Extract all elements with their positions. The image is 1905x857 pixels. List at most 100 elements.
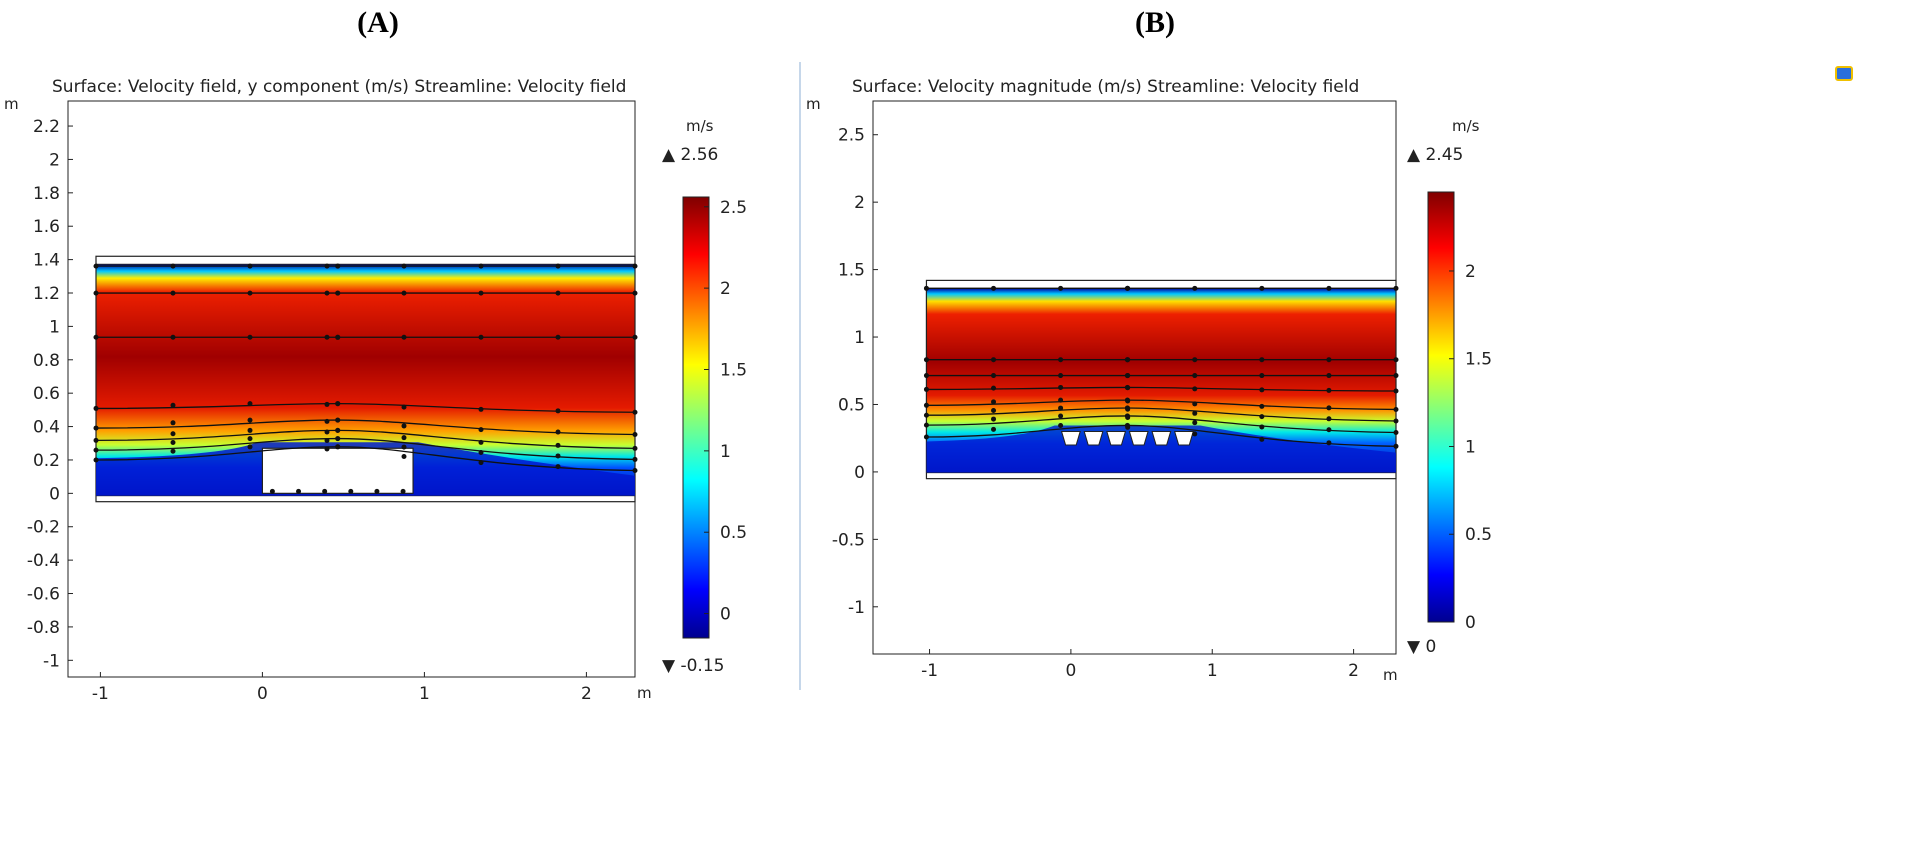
panel-b-streamline-arrow [991,416,997,422]
panel-a-y-tick-label: 0.2 [33,451,60,471]
panel-a-streamline-arrow [478,449,484,455]
panel-b-streamline-arrow [1393,285,1399,291]
panel-b-x-tick: 0 [1065,649,1076,681]
panel-a-streamline-arrow [632,263,638,269]
panel-a-y-tick: 0.2 [33,451,73,471]
panel-a-streamline-arrow [555,334,561,340]
panel-b-streamline-arrow [1125,406,1131,412]
panel-a-streamline-arrow [555,263,561,269]
legend-toggle-icon[interactable] [1835,66,1853,81]
panel-a-streamline-arrow [247,427,253,433]
panel-a-streamline-arrow [401,404,407,410]
panel-b-colorbar-tick: 0 [1449,613,1476,633]
panel-a-x-tick: 0 [257,672,268,704]
panel-a-streamline-arrow [170,402,176,408]
panel-a-x-tick: -1 [92,672,109,704]
panel-a-streamline-arrow [93,263,99,269]
panel-b-colorbar-tick: 2 [1449,262,1476,282]
panel-a-y-tick: 0.4 [33,418,73,438]
panel-b-obstacle-segment [1173,430,1194,446]
panel-a-y-tick: -0.2 [27,518,73,538]
panel-b-streamline-arrow [923,373,929,379]
panel-b-streamline-arrow [1192,386,1198,392]
panel-b-streamlines [923,285,1399,449]
panel-a-y-tick-label: 0.8 [33,351,60,371]
panel-b-y-tick: -1 [848,598,878,618]
panel-a-obstacle-node [374,488,380,494]
panel-b-colorbar-tick-label: 0 [1465,613,1476,633]
panel-a-streamline-arrow [324,290,330,296]
panel-b-streamline-arrow [923,412,929,418]
panel-b-streamline-arrow [991,285,997,291]
panel-a-streamline-arrow [632,445,638,451]
panel-a-streamline-arrow [401,263,407,269]
panel-b-title: Surface: Velocity magnitude (m/s) Stream… [852,77,1359,97]
panel-a-x-tick-label: 0 [257,684,268,704]
panel-a-streamline-arrow [247,436,253,442]
panel-b-x-tick: 1 [1207,649,1218,681]
panel-a-streamline-arrow [93,425,99,431]
panel-b-streamline-arrow [1192,401,1198,407]
panel-b-streamline-arrow [1393,429,1399,435]
panel-b-colorbar-ticks: 0 0.5 1 1.5 2 [1449,262,1492,633]
panel-b-colorbar-tick-label: 2 [1465,262,1476,282]
panel-a-colorbar-tick: 2.5 [704,198,747,218]
panel-b-x-tick: 2 [1348,649,1359,681]
panel-a-streamline-arrow [170,334,176,340]
panel-a-colorbar-tick-label: 1 [720,442,731,462]
panel-a-streamline-arrow [632,409,638,415]
panel-a-streamline-arrow [401,444,407,450]
panel-b-streamline-arrow [1058,413,1064,419]
panel-a-streamline-arrow [555,442,561,448]
panel-b-streamline-arrow [1259,387,1265,393]
panel-a-colorbar-unit: m/s [686,117,714,135]
panel-b-x-tick-label: -1 [921,661,938,681]
panel-b-streamline-arrow [1058,384,1064,390]
panel-b-x-unit: m [1383,666,1398,684]
panel-b-streamline-arrow [1058,373,1064,379]
panel-b-streamline-arrow [1125,373,1131,379]
panel-a-streamline-arrow [170,263,176,269]
panel-a-y-tick-label: 1.6 [33,217,60,237]
panel-b-y-tick-label: 1 [854,328,865,348]
panel-b-obstacle-segment [1151,430,1172,446]
panel-b-streamline-arrow [1326,405,1332,411]
panel-b-colorbar-tick: 0.5 [1449,525,1492,545]
panel-b-streamline-arrow [1192,285,1198,291]
panel-b-colorbar [1427,191,1455,623]
panel-a-streamline [95,444,636,472]
panel-b-colorbar-tick-label: 0.5 [1465,525,1492,545]
panel-a-streamline-arrow [170,431,176,437]
panel-b-obstacle [1060,430,1194,446]
panel-a-colorbar-tick: 0 [704,605,731,625]
panel-b-streamline-arrow [1192,357,1198,363]
panel-a-x-tick: 2 [581,672,592,704]
panel-a-streamlines [93,263,638,494]
panel-b-streamline-arrow [1259,436,1265,442]
panel-a-streamline-arrow [478,406,484,412]
panel-b-streamline-arrow [1058,405,1064,411]
panel-a-y-tick: 1.8 [33,184,73,204]
panel-a-streamline-arrow [324,446,330,452]
panel-b-streamline-arrow [991,426,997,432]
panel-b-obstacle-segment [1060,430,1081,446]
panel-b-y-tick: 0 [854,463,878,483]
panel-a-y-tick-label: 1.4 [33,251,60,271]
panel-b-y-tick-label: 0.5 [838,395,865,415]
panel-b-streamline-arrow [991,385,997,391]
panel-b-streamline-arrow [1058,423,1064,429]
panel-a-y-tick: -0.4 [27,551,73,571]
panel-b-streamline-arrow [1393,418,1399,424]
panel-a-y-tick-label: -1 [43,651,60,671]
panel-a-colorbar-tick-label: 0.5 [720,523,747,543]
panel-b-streamline-arrow [991,407,997,413]
panel-b-streamline-arrow [923,422,929,428]
panel-b-colorbar-tick: 1 [1449,437,1476,457]
panel-a-streamline-arrow [93,447,99,453]
panel-b-obstacle-segment [1083,430,1104,446]
panel-a-colorbar-tick: 1.5 [704,360,747,380]
panel-b-y-tick: -0.5 [832,530,878,550]
panel-a-colorbar-tick-label: 2.5 [720,198,747,218]
panel-b-streamline-arrow [1058,357,1064,363]
